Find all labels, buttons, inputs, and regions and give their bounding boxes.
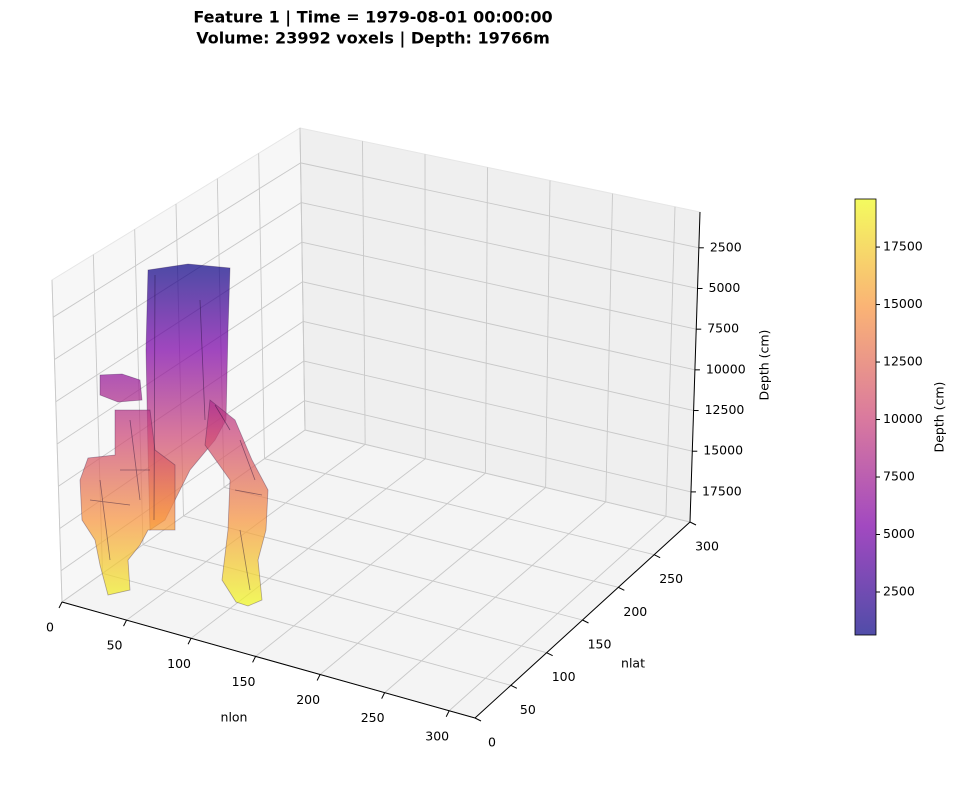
y-grid-line bbox=[299, 127, 306, 431]
colorbar bbox=[854, 198, 877, 636]
x-tick-label: 0 bbox=[46, 620, 54, 635]
z-grid-line bbox=[303, 360, 693, 452]
x-tick bbox=[252, 656, 257, 663]
y-tick bbox=[689, 521, 697, 526]
x-tick bbox=[187, 638, 192, 645]
x-axis-label: nlon bbox=[221, 710, 248, 725]
y-tick bbox=[510, 684, 518, 689]
y-tick bbox=[546, 652, 553, 657]
z-tick-label: 7500 bbox=[707, 321, 739, 336]
y-grid-line bbox=[102, 572, 511, 686]
chart-title: Feature 1 | Time = 1979-08-01 00:00:00 bbox=[193, 8, 552, 28]
z-grid-line bbox=[303, 320, 694, 411]
z-grid-line bbox=[301, 241, 697, 330]
x-axis-line bbox=[61, 601, 476, 719]
z-tick-label: 2500 bbox=[710, 239, 742, 254]
z-grid-line bbox=[52, 162, 301, 318]
x-tick bbox=[445, 710, 450, 717]
colorbar-tick-label: 10000 bbox=[883, 411, 923, 426]
z-axis-label: Depth (cm) bbox=[757, 330, 772, 401]
z-tick-label: 10000 bbox=[706, 361, 746, 376]
y-tick-label: 200 bbox=[623, 604, 647, 619]
z-tick-label: 15000 bbox=[703, 443, 743, 458]
z-tick-label: 5000 bbox=[709, 280, 741, 295]
axes: 0 50 100 150 200 250 300 0 50 100 150 200 250 300 2500… bbox=[46, 211, 746, 750]
y-tick bbox=[582, 619, 589, 624]
x-tick-label: 250 bbox=[361, 710, 385, 725]
colorbar-label: Depth (cm) bbox=[932, 382, 947, 453]
y-grid-line bbox=[258, 153, 265, 459]
y-tick-label: 50 bbox=[520, 702, 536, 717]
colorbar-tick-label: 15000 bbox=[883, 296, 923, 311]
x-grid-line bbox=[605, 193, 613, 502]
y-tick-label: 150 bbox=[588, 637, 612, 652]
y-grid-line bbox=[304, 429, 691, 523]
y-tick bbox=[653, 554, 661, 559]
y-tick-label: 100 bbox=[552, 669, 576, 684]
grid bbox=[51, 127, 699, 719]
z-grid-line bbox=[304, 400, 692, 493]
x-tick bbox=[58, 601, 63, 609]
x-grid-line bbox=[545, 180, 551, 488]
y-tick-label: 300 bbox=[695, 539, 719, 554]
colorbar-tick-label: 2500 bbox=[883, 583, 915, 598]
y-grid-line bbox=[223, 486, 619, 588]
y-grid-line bbox=[264, 458, 655, 556]
y-tick bbox=[618, 586, 625, 591]
z-grid-line bbox=[300, 162, 699, 249]
x-tick-label: 50 bbox=[107, 638, 123, 653]
z-axis-line bbox=[689, 211, 701, 523]
y-axis-line bbox=[474, 521, 691, 719]
chart-subtitle: Volume: 23992 voxels | Depth: 19766m bbox=[196, 29, 550, 49]
x-tick bbox=[316, 674, 321, 681]
y-tick bbox=[474, 717, 482, 722]
x-tick bbox=[381, 692, 386, 699]
x-tick-label: 200 bbox=[296, 692, 320, 707]
voxel-texture bbox=[89, 274, 263, 591]
z-grid-line bbox=[301, 202, 698, 289]
colorbar-tick-label: 7500 bbox=[883, 469, 915, 484]
x-tick-label: 150 bbox=[232, 674, 256, 689]
z-tick-label: 12500 bbox=[705, 402, 745, 417]
z-tick-label: 17500 bbox=[702, 483, 742, 498]
voxel-shape bbox=[79, 263, 269, 607]
x-grid-line bbox=[485, 167, 488, 474]
x-tick-label: 300 bbox=[425, 728, 449, 743]
y-grid-line bbox=[51, 279, 63, 603]
x-grid-line bbox=[665, 206, 676, 517]
x-grid-line bbox=[362, 141, 366, 445]
z-grid-line bbox=[302, 281, 696, 371]
y-tick-label: 250 bbox=[659, 571, 683, 586]
voxel-left-leg bbox=[79, 409, 176, 596]
voxel-right-leg bbox=[204, 399, 269, 607]
x-tick-label: 100 bbox=[167, 656, 191, 671]
voxel-blob bbox=[99, 373, 143, 403]
colorbar-tick-label: 17500 bbox=[883, 239, 923, 254]
colorbar-tick-label: 5000 bbox=[883, 526, 915, 541]
y-grid-line bbox=[142, 544, 547, 654]
x-tick bbox=[123, 619, 127, 627]
y-axis-label: nlat bbox=[621, 656, 645, 671]
colorbar-tick-label: 12500 bbox=[883, 354, 923, 369]
y-tick-label: 0 bbox=[488, 735, 496, 750]
